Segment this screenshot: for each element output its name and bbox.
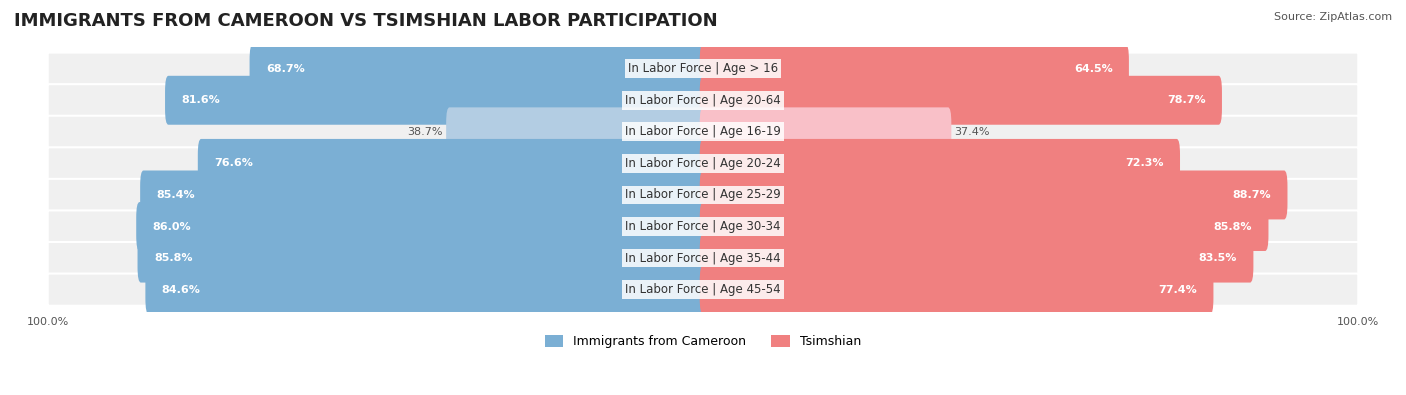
Text: 77.4%: 77.4% xyxy=(1159,285,1197,295)
FancyBboxPatch shape xyxy=(700,171,1288,220)
Text: 85.8%: 85.8% xyxy=(1213,222,1253,231)
FancyBboxPatch shape xyxy=(700,44,1129,93)
FancyBboxPatch shape xyxy=(446,107,706,156)
Text: 84.6%: 84.6% xyxy=(162,285,201,295)
Text: In Labor Force | Age 16-19: In Labor Force | Age 16-19 xyxy=(626,125,780,138)
FancyBboxPatch shape xyxy=(136,202,706,251)
FancyBboxPatch shape xyxy=(250,44,706,93)
FancyBboxPatch shape xyxy=(700,202,1268,251)
FancyBboxPatch shape xyxy=(700,139,1180,188)
Text: 86.0%: 86.0% xyxy=(153,222,191,231)
Text: 38.7%: 38.7% xyxy=(408,127,443,137)
FancyBboxPatch shape xyxy=(48,147,1358,179)
FancyBboxPatch shape xyxy=(48,211,1358,243)
Text: In Labor Force | Age > 16: In Labor Force | Age > 16 xyxy=(628,62,778,75)
FancyBboxPatch shape xyxy=(141,171,706,220)
Text: 37.4%: 37.4% xyxy=(955,127,990,137)
Text: In Labor Force | Age 30-34: In Labor Force | Age 30-34 xyxy=(626,220,780,233)
FancyBboxPatch shape xyxy=(165,76,706,125)
Text: In Labor Force | Age 20-64: In Labor Force | Age 20-64 xyxy=(626,94,780,107)
FancyBboxPatch shape xyxy=(48,242,1358,274)
FancyBboxPatch shape xyxy=(700,233,1253,282)
FancyBboxPatch shape xyxy=(48,274,1358,306)
Text: 72.3%: 72.3% xyxy=(1125,158,1164,168)
Text: In Labor Force | Age 20-24: In Labor Force | Age 20-24 xyxy=(626,157,780,170)
Text: Source: ZipAtlas.com: Source: ZipAtlas.com xyxy=(1274,12,1392,22)
Text: 88.7%: 88.7% xyxy=(1233,190,1271,200)
FancyBboxPatch shape xyxy=(48,84,1358,117)
Text: IMMIGRANTS FROM CAMEROON VS TSIMSHIAN LABOR PARTICIPATION: IMMIGRANTS FROM CAMEROON VS TSIMSHIAN LA… xyxy=(14,12,717,30)
FancyBboxPatch shape xyxy=(48,116,1358,148)
Text: 83.5%: 83.5% xyxy=(1199,253,1237,263)
FancyBboxPatch shape xyxy=(48,53,1358,85)
Text: In Labor Force | Age 25-29: In Labor Force | Age 25-29 xyxy=(626,188,780,201)
FancyBboxPatch shape xyxy=(138,233,706,282)
FancyBboxPatch shape xyxy=(700,107,952,156)
FancyBboxPatch shape xyxy=(198,139,706,188)
Text: 68.7%: 68.7% xyxy=(266,64,305,74)
FancyBboxPatch shape xyxy=(48,179,1358,211)
FancyBboxPatch shape xyxy=(700,76,1222,125)
Text: 76.6%: 76.6% xyxy=(214,158,253,168)
FancyBboxPatch shape xyxy=(700,265,1213,314)
FancyBboxPatch shape xyxy=(145,265,706,314)
Text: 81.6%: 81.6% xyxy=(181,95,221,105)
Text: 85.8%: 85.8% xyxy=(153,253,193,263)
Text: 85.4%: 85.4% xyxy=(156,190,195,200)
Text: In Labor Force | Age 45-54: In Labor Force | Age 45-54 xyxy=(626,283,780,296)
Text: 64.5%: 64.5% xyxy=(1074,64,1112,74)
Text: 78.7%: 78.7% xyxy=(1167,95,1205,105)
Text: In Labor Force | Age 35-44: In Labor Force | Age 35-44 xyxy=(626,252,780,265)
Legend: Immigrants from Cameroon, Tsimshian: Immigrants from Cameroon, Tsimshian xyxy=(540,330,866,353)
